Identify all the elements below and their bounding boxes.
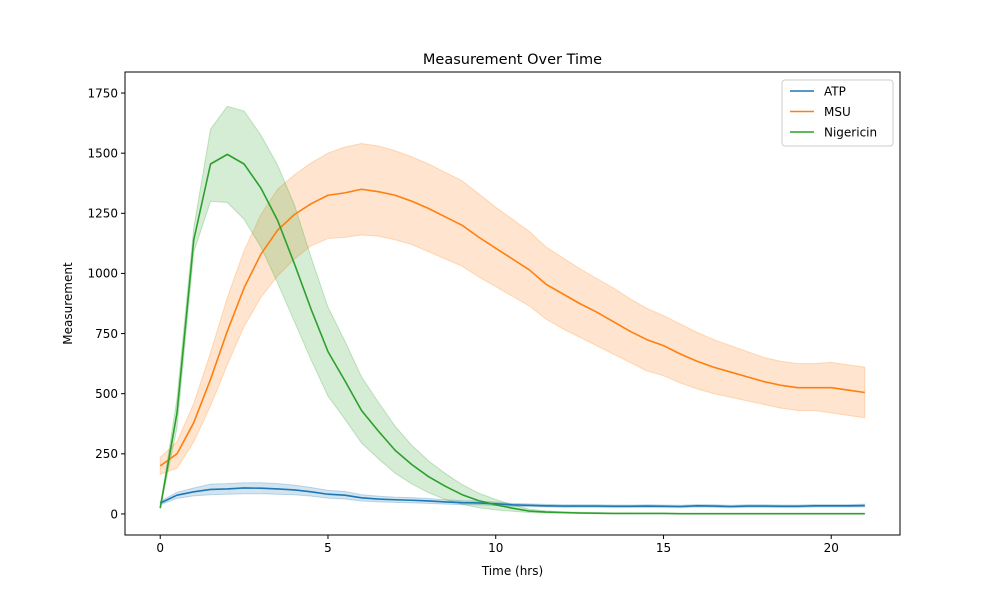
y-axis-label: Measurement — [61, 262, 75, 345]
y-axis-ticks: 0 250 500 750 1000 1250 1500 1750 — [87, 86, 125, 521]
confidence-bands — [159, 105, 866, 515]
chart-title: Measurement Over Time — [423, 52, 602, 68]
band-msu — [159, 143, 866, 475]
legend: ATP MSU Nigericin — [781, 79, 894, 147]
y-tick-label: 0 — [110, 507, 118, 521]
series-line-nigericin — [159, 153, 865, 515]
y-tick-label: 1750 — [87, 86, 118, 100]
x-tick-label: 0 — [156, 541, 164, 555]
y-tick-label: 1000 — [87, 267, 118, 281]
series-line-msu — [159, 188, 865, 467]
legend-label-nigericin: Nigericin — [824, 125, 877, 139]
plot-frame — [124, 71, 901, 536]
band-atp — [159, 482, 866, 509]
legend-label-atp: ATP — [824, 84, 846, 98]
series-line-atp — [159, 487, 865, 508]
x-tick-label: 15 — [656, 541, 671, 555]
y-tick-label: 500 — [95, 387, 118, 401]
y-tick-label: 1500 — [87, 146, 118, 160]
x-axis-label: Time (hrs) — [481, 564, 543, 578]
legend-box — [781, 79, 894, 147]
legend-label-msu: MSU — [824, 105, 851, 119]
y-tick-label: 1250 — [87, 207, 118, 221]
x-axis-ticks: 0 5 10 15 20 — [156, 535, 839, 555]
y-tick-label: 250 — [95, 447, 118, 461]
x-tick-label: 20 — [824, 541, 839, 555]
x-tick-label: 5 — [324, 541, 332, 555]
y-tick-label: 750 — [95, 327, 118, 341]
series-lines — [159, 153, 865, 515]
x-tick-label: 10 — [488, 541, 503, 555]
